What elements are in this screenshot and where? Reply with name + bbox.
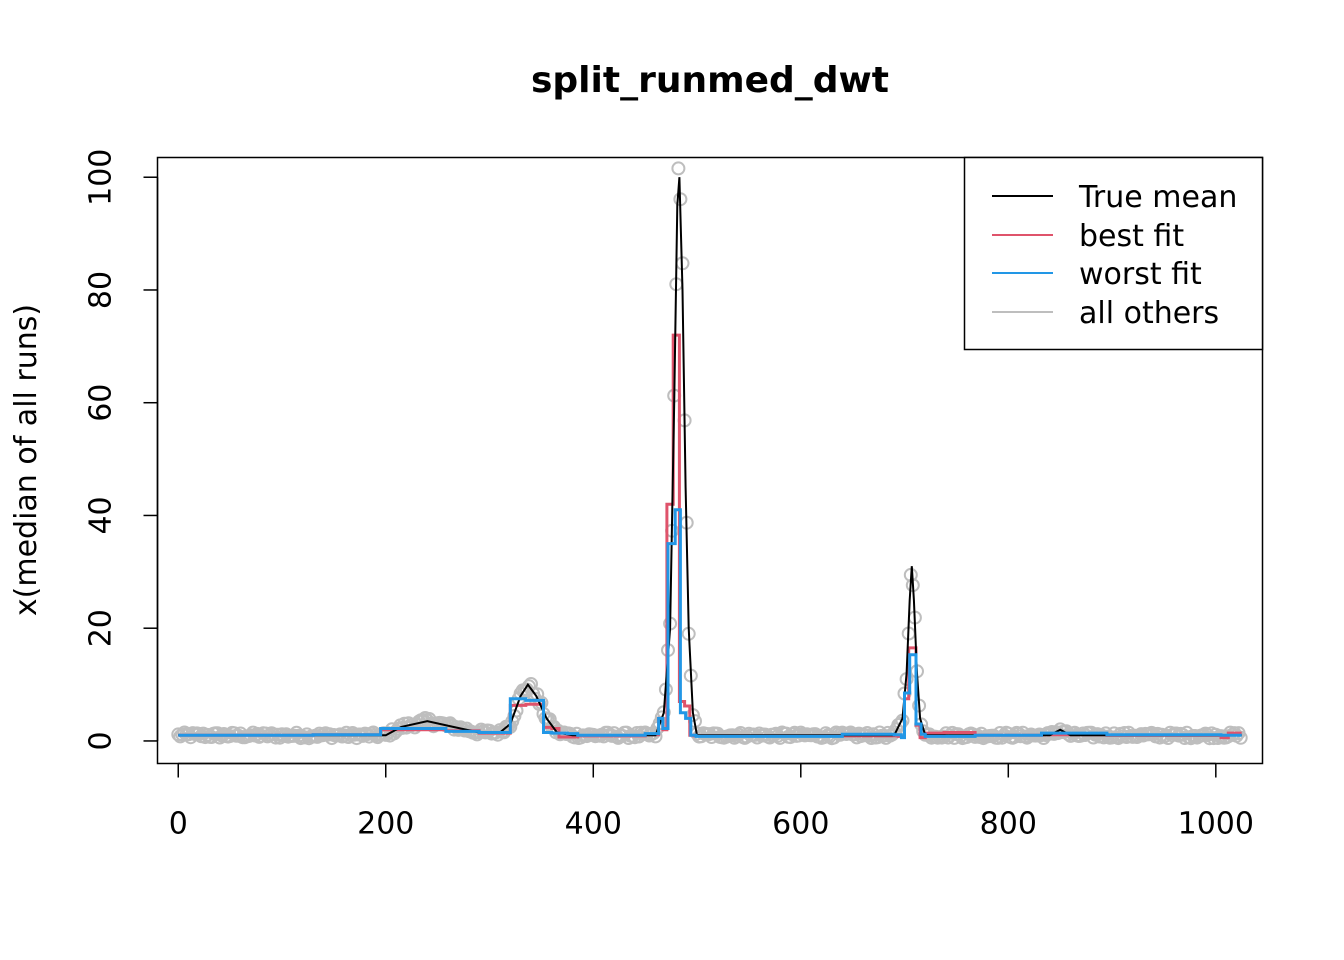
y-tick-label: 0 [84, 731, 119, 750]
x-tick-label: 200 [357, 807, 414, 842]
legend-label-worst-fit: worst fit [1079, 257, 1202, 292]
plot-area [171, 161, 1248, 746]
x-axis: 0 200 400 600 800 1000 [169, 762, 1254, 842]
worst-fit-line [178, 508, 1242, 740]
y-tick-label: 40 [84, 496, 119, 534]
all-others-point [1086, 730, 1101, 745]
y-tick-label: 20 [84, 609, 119, 647]
all-others-point [1020, 730, 1034, 745]
y-tick-label: 60 [84, 384, 119, 422]
y-tick-label: 100 [84, 149, 119, 206]
legend-label-all-others: all others [1079, 296, 1219, 331]
legend: True mean best fit worst fit all others [963, 156, 1264, 351]
x-tick-label: 400 [565, 807, 622, 842]
all-others-point [671, 161, 686, 176]
chart-title: split_runmed_dwt [531, 60, 889, 101]
legend-label-true-mean: True mean [1078, 180, 1237, 215]
y-axis: 0 20 40 60 80 100 [84, 149, 159, 750]
x-tick-label: 600 [772, 807, 829, 842]
all-others-point [768, 726, 783, 741]
all-others-point [212, 730, 227, 745]
true-mean-line [178, 177, 1242, 737]
all-others-point [648, 729, 663, 744]
best-fit-line [178, 333, 1242, 740]
y-axis-label: x(median of all runs) [9, 304, 44, 616]
x-tick-label: 800 [980, 807, 1037, 842]
legend-label-best-fit: best fit [1079, 219, 1184, 254]
x-tick-label: 1000 [1178, 807, 1254, 842]
y-tick-label: 80 [84, 271, 119, 309]
legend-box [963, 156, 1264, 351]
all-others-point [893, 716, 908, 731]
x-tick-label: 0 [169, 807, 188, 842]
all-others-point [521, 679, 536, 694]
